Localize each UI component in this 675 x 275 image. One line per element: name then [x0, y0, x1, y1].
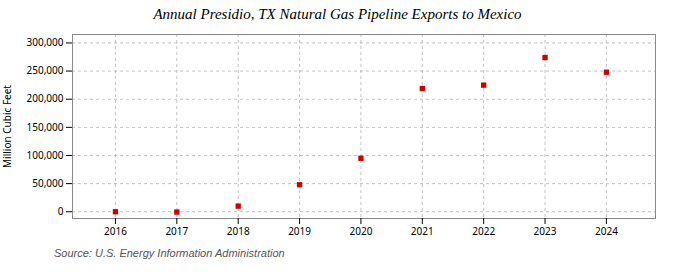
- svg-text:300,000: 300,000: [27, 35, 64, 49]
- svg-text:2019: 2019: [288, 224, 311, 238]
- svg-text:100,000: 100,000: [27, 148, 64, 162]
- svg-text:0: 0: [58, 204, 64, 218]
- svg-text:2021: 2021: [411, 224, 434, 238]
- svg-text:200,000: 200,000: [27, 91, 64, 105]
- svg-text:50,000: 50,000: [32, 176, 64, 190]
- svg-text:2023: 2023: [534, 224, 557, 238]
- svg-text:150,000: 150,000: [27, 120, 64, 134]
- svg-text:2020: 2020: [349, 224, 372, 238]
- svg-text:2016: 2016: [104, 224, 127, 238]
- svg-text:250,000: 250,000: [27, 63, 64, 77]
- svg-text:2017: 2017: [165, 224, 188, 238]
- svg-text:2018: 2018: [227, 224, 250, 238]
- html-text:Annual Presidio, TX Natural Ga: Annual Presidio, TX Natural Gas Pipeline…: [153, 6, 522, 22]
- html-text:Source: U.S. Energy Informatio: Source: U.S. Energy Information Administ…: [54, 247, 285, 259]
- svg-text:2022: 2022: [472, 224, 495, 238]
- svg-text:2024: 2024: [595, 224, 618, 238]
- svg-text:Million Cubic Feet: Million Cubic Feet: [0, 85, 14, 168]
